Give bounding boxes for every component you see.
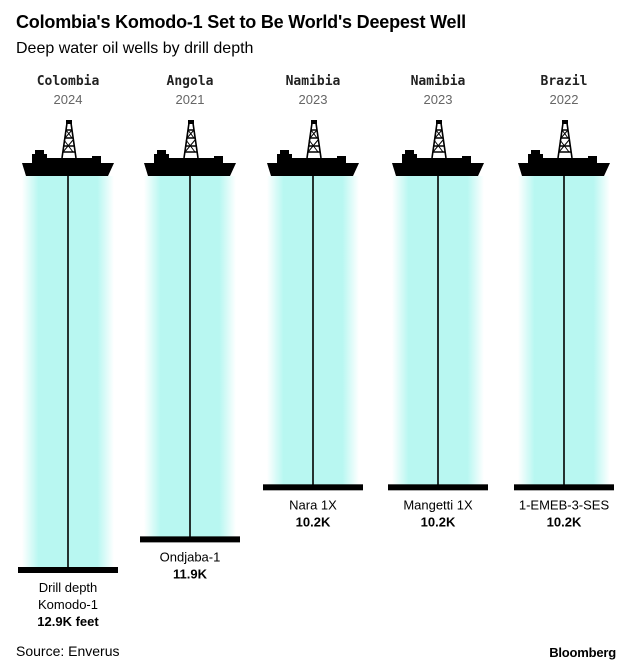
source-note: Source: Enverus [16, 643, 120, 659]
drill-ship-icon [22, 120, 114, 176]
bloomberg-logo: Bloomberg [549, 645, 616, 660]
well-bottom-marker [514, 484, 614, 491]
drill-ship-icon [392, 120, 484, 176]
year-label: 2022 [550, 92, 579, 107]
country-label: Angola [167, 74, 214, 89]
well-bottom-marker [388, 484, 488, 491]
well-bottom-marker [263, 484, 363, 491]
well-depth-value: 10.2K [296, 514, 331, 529]
well-depth-value: 10.2K [421, 514, 456, 529]
well-depth-value: 10.2K [547, 514, 582, 529]
well-caption: Drill depth [39, 580, 98, 595]
well-name: Ondjaba-1 [160, 549, 221, 564]
year-label: 2024 [54, 92, 83, 107]
well-depth-chart: Colombia 2024 Drill depth Komodo-1 12.9K fee… [18, 74, 614, 629]
well-name: Mangetti 1X [403, 497, 473, 512]
year-label: 2023 [424, 92, 453, 107]
drill-ship-icon [267, 120, 359, 176]
year-label: 2023 [299, 92, 328, 107]
drill-ship-icon [518, 120, 610, 176]
well-bottom-marker [18, 567, 118, 573]
well-name: 1-EMEB-3-SES [519, 497, 610, 512]
well-depth-value: 11.9K [173, 566, 208, 581]
year-label: 2021 [176, 92, 205, 107]
well-bottom-marker [140, 536, 240, 543]
country-label: Brazil [541, 74, 588, 89]
country-label: Namibia [411, 74, 466, 89]
chart-subtitle: Deep water oil wells by drill depth [16, 40, 254, 57]
chart-title: Colombia's Komodo-1 Set to Be World's De… [16, 12, 466, 32]
drill-ship-icon [144, 120, 236, 176]
country-label: Namibia [286, 74, 341, 89]
well-name: Nara 1X [289, 497, 337, 512]
well-depth-value: 12.9K feet [37, 614, 99, 629]
well-name: Komodo-1 [38, 597, 98, 612]
country-label: Colombia [37, 74, 100, 89]
